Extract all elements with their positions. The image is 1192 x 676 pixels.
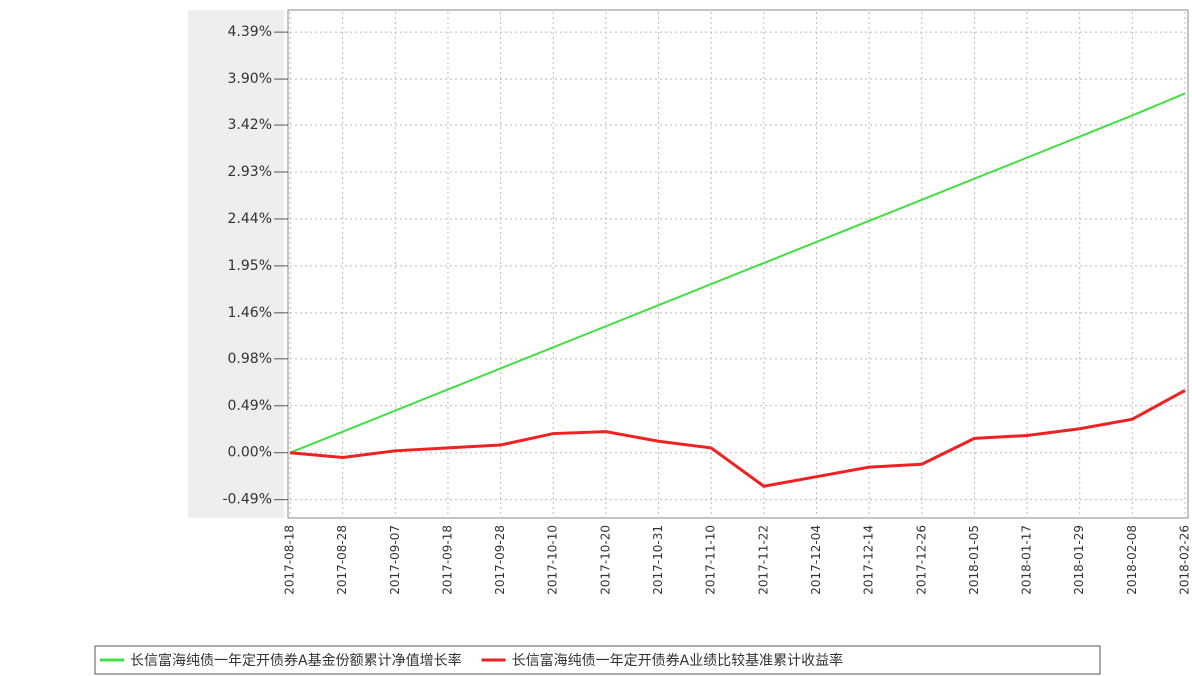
y-tick-label: -0.49% [222, 492, 272, 508]
x-tick-label: 2017-12-14 [862, 525, 876, 595]
y-tick-label: 0.98% [228, 351, 272, 367]
y-tick-label: 1.46% [228, 305, 272, 321]
legend-label: 长信富海纯债一年定开债券A基金份额累计净值增长率 [130, 652, 462, 669]
x-tick-label: 2017-12-04 [809, 525, 823, 595]
x-tick-label: 2017-10-20 [598, 525, 612, 595]
legend-label: 长信富海纯债一年定开债券A业绩比较基准累计收益率 [512, 652, 844, 669]
x-tick-label: 2018-01-05 [967, 525, 981, 595]
x-tick-label: 2017-09-18 [440, 525, 454, 595]
y-tick-label: 2.93% [228, 164, 272, 180]
x-tick-label: 2017-08-18 [283, 525, 297, 595]
x-tick-label: 2017-10-31 [651, 525, 665, 595]
y-tick-label: 3.90% [228, 71, 272, 87]
y-tick-label: 4.39% [228, 24, 272, 40]
x-tick-label: 2017-08-28 [335, 525, 349, 595]
x-tick-label: 2018-02-08 [1125, 525, 1139, 595]
x-tick-label: 2017-10-10 [546, 525, 560, 595]
y-tick-label: 0.00% [228, 445, 272, 461]
y-tick-label: 0.49% [228, 398, 272, 414]
x-tick-label: 2017-09-07 [388, 525, 402, 595]
y-tick-label: 2.44% [228, 211, 272, 227]
chart: -0.49% 0.00% 0.49% 0.98% 1.46% 1.95% 2.44% 2.93… [0, 0, 1192, 676]
x-tick-label: 2017-11-10 [704, 525, 718, 595]
y-tick-label: 1.95% [228, 258, 272, 274]
y-tick-label: 3.42% [228, 117, 272, 133]
x-tick-label: 2018-01-29 [1072, 525, 1086, 595]
x-tick-label: 2018-02-26 [1178, 525, 1192, 595]
x-tick-label: 2017-09-28 [493, 525, 507, 595]
x-tick-label: 2017-12-26 [914, 525, 928, 595]
x-tick-label: 2018-01-17 [1020, 525, 1034, 595]
x-tick-label: 2017-11-22 [756, 525, 770, 595]
plot-area [288, 10, 1188, 518]
